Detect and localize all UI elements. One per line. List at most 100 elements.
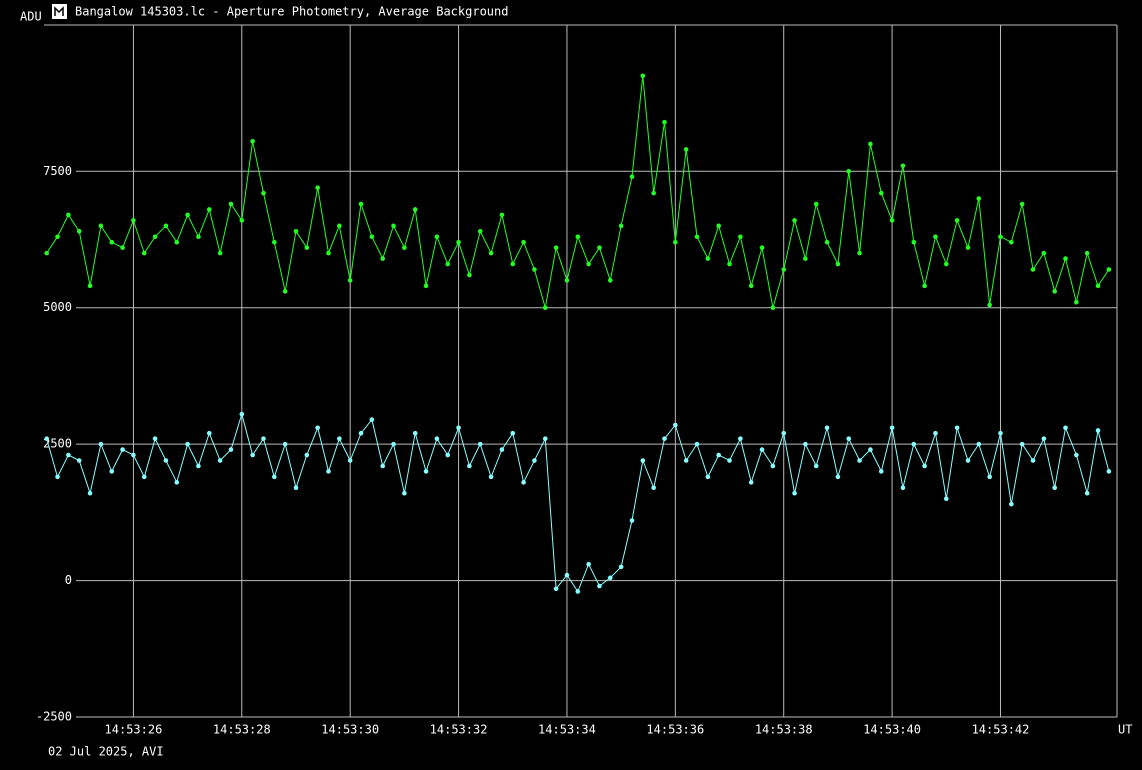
data-point (683, 147, 689, 152)
chart-title: Bangalow 145303.lc - Aperture Photometry… (75, 5, 508, 19)
y-tick-label: 0 (65, 573, 72, 587)
data-point (933, 430, 938, 436)
data-point (1063, 425, 1068, 431)
data-point (206, 430, 212, 436)
data-point (640, 458, 646, 463)
data-point (239, 411, 245, 417)
data-point (943, 261, 949, 267)
data-point (358, 430, 364, 436)
data-point (98, 441, 104, 447)
data-point (575, 589, 581, 594)
data-point (55, 234, 60, 240)
data-point (586, 261, 591, 267)
data-point (380, 256, 385, 261)
data-point (272, 474, 277, 480)
data-point (781, 430, 787, 436)
data-point (185, 441, 190, 447)
data-point (727, 261, 732, 267)
data-point (456, 425, 461, 431)
data-point (152, 436, 158, 441)
data-point (206, 207, 212, 212)
data-point (705, 474, 711, 480)
data-point (315, 425, 320, 431)
data-point (163, 458, 169, 463)
data-point (618, 223, 624, 229)
data-point (217, 458, 223, 463)
data-point (748, 480, 754, 485)
data-point (337, 223, 342, 229)
data-point (477, 228, 483, 234)
data-point (716, 452, 721, 458)
data-point (770, 463, 776, 469)
data-point (250, 452, 255, 458)
data-point (109, 239, 115, 245)
data-point (889, 218, 895, 223)
data-point (380, 463, 385, 469)
data-point (76, 458, 82, 463)
data-point (911, 441, 917, 447)
data-point (477, 441, 483, 447)
data-point (109, 469, 115, 474)
data-point (228, 447, 234, 452)
data-point (66, 452, 71, 458)
data-point (792, 218, 797, 223)
data-point (651, 190, 656, 196)
data-point (326, 250, 331, 256)
data-point (976, 196, 982, 201)
x-axis-label: UT (1118, 723, 1132, 737)
data-point (1063, 256, 1068, 261)
data-point (434, 436, 440, 441)
x-tick-label: 14:53:34 (538, 723, 596, 737)
x-tick-label: 14:53:32 (430, 723, 488, 737)
data-point (1009, 501, 1014, 507)
data-point (575, 234, 581, 240)
data-point (878, 469, 884, 474)
data-point (272, 239, 277, 245)
data-point (1041, 250, 1047, 256)
data-point (499, 212, 505, 218)
y-tick-label: 5000 (43, 300, 72, 314)
data-point (878, 190, 884, 196)
data-point (824, 239, 830, 245)
data-point (1106, 469, 1112, 474)
data-point (597, 245, 602, 250)
y-tick-label: -2500 (36, 710, 72, 724)
data-point (1084, 250, 1090, 256)
data-point (347, 278, 353, 283)
data-point (922, 463, 927, 469)
data-point (900, 485, 906, 491)
data-point (586, 561, 591, 567)
data-point (488, 250, 494, 256)
data-point (683, 458, 689, 463)
data-point (402, 490, 407, 496)
data-point (261, 190, 266, 196)
data-point (499, 447, 505, 452)
data-point (813, 201, 819, 207)
x-tick-label: 14:53:38 (755, 723, 813, 737)
data-point (846, 436, 852, 441)
data-point (792, 490, 797, 496)
data-point (44, 436, 50, 441)
data-point (1095, 283, 1101, 289)
data-point (488, 474, 494, 480)
data-point (933, 234, 938, 240)
data-point (44, 250, 50, 256)
data-point (174, 239, 180, 245)
data-point (55, 474, 60, 480)
data-point (467, 463, 472, 469)
data-point (1095, 428, 1101, 433)
data-point (1030, 458, 1036, 463)
data-point (521, 239, 526, 245)
x-tick-label: 14:53:40 (863, 723, 921, 737)
data-point (412, 430, 418, 436)
data-point (521, 480, 526, 485)
data-point (293, 228, 299, 234)
data-point (651, 485, 656, 491)
data-point (922, 283, 927, 289)
data-point (694, 234, 700, 240)
x-tick-label: 14:53:26 (105, 723, 163, 737)
data-point (304, 245, 310, 250)
data-point (510, 261, 516, 267)
data-point (282, 289, 288, 294)
data-point (759, 447, 765, 452)
